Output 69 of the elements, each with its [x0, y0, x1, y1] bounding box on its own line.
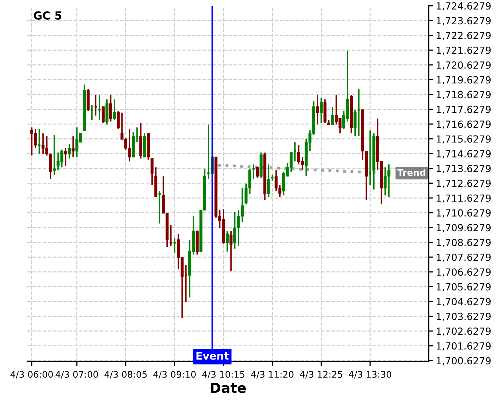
candlestick	[260, 152, 263, 179]
candlestick	[196, 230, 199, 256]
candlestick	[64, 148, 68, 167]
ref-line-label: Event	[196, 352, 229, 360]
y-tick-label: 1,722.6279	[437, 32, 491, 40]
candlestick	[147, 132, 150, 161]
candlestick	[60, 149, 64, 168]
y-tick-label: 1,709.6279	[437, 224, 491, 233]
x-tick-label: 4/3 08:05	[104, 371, 147, 379]
x-tick-label: 4/3 07:00	[56, 371, 98, 379]
y-tick-label: 1,723.6279	[437, 17, 491, 26]
chart-title: GC 5	[34, 12, 62, 20]
candlestick	[256, 166, 260, 179]
candlestick	[72, 136, 75, 158]
candlestick	[230, 230, 233, 272]
candlestick	[30, 126, 34, 156]
candlestick	[106, 98, 109, 126]
series-label: Trend	[398, 169, 426, 176]
candlestick	[282, 171, 286, 196]
y-tick-label: 1,717.6279	[437, 106, 491, 114]
y-tick-label: 1,718.6279	[437, 91, 491, 100]
y-tick-label: 1,714.6279	[437, 150, 491, 159]
x-tick-label: 4/3 13:30	[349, 371, 392, 379]
candlestick	[320, 97, 323, 124]
y-tick-label: 1,700.6279	[437, 357, 491, 366]
x-tick-label: 4/3 12:25	[300, 371, 342, 379]
candlestick	[117, 110, 120, 130]
candlestick	[234, 211, 236, 250]
y-tick-label: 1,720.6279	[437, 62, 491, 70]
y-tick-label: 1,721.6279	[437, 46, 491, 56]
candlestick	[140, 122, 143, 160]
y-tick-label: 1,702.6279	[437, 328, 491, 336]
candlestick	[86, 88, 90, 112]
candlestick	[42, 132, 45, 155]
y-tick-label: 1,724.6279	[437, 2, 491, 11]
y-tick-label: 1,710.6279	[437, 209, 491, 218]
candlestick	[53, 134, 56, 176]
candlestick	[316, 94, 320, 126]
y-tick-label: 1,712.6279	[437, 180, 491, 188]
x-tick-label: 4/3 11:20	[251, 371, 294, 379]
y-tick-label: 1,703.6279	[437, 312, 491, 322]
y-tick-label: 1,704.6279	[437, 298, 491, 307]
candlestick	[335, 94, 338, 126]
x-tick-label: 4/3 10:15	[202, 371, 245, 379]
candlestick	[143, 132, 146, 158]
y-tick-label: 1,713.6279	[437, 165, 491, 174]
y-tick-label: 1,708.6279	[437, 239, 491, 248]
candlestick	[102, 106, 105, 124]
candlestick	[338, 118, 342, 134]
candlestick	[226, 230, 229, 253]
x-tick-label: 4/3 06:00	[10, 371, 54, 379]
candlestick	[109, 94, 112, 122]
y-tick-label: 1,707.6279	[437, 254, 491, 262]
y-tick-label: 1,711.6279	[437, 194, 491, 204]
x-tick-label: 4/3 09:10	[154, 371, 196, 379]
candlestick	[68, 143, 72, 160]
y-tick-label: 1,716.6279	[437, 120, 491, 130]
candlestick	[132, 131, 135, 158]
candlestick	[113, 98, 116, 121]
y-tick-label: 1,705.6279	[437, 283, 491, 292]
candlestick	[76, 126, 79, 158]
x-axis-title: Date	[211, 382, 246, 394]
candlestick	[384, 166, 387, 196]
y-tick-label: 1,706.6279	[437, 268, 491, 277]
candlestick	[388, 164, 391, 198]
y-tick-label: 1,715.6279	[437, 136, 491, 144]
y-tick-label: 1,719.6279	[437, 76, 491, 85]
y-tick-label: 1,701.6279	[437, 342, 491, 351]
candlestick	[267, 164, 270, 198]
